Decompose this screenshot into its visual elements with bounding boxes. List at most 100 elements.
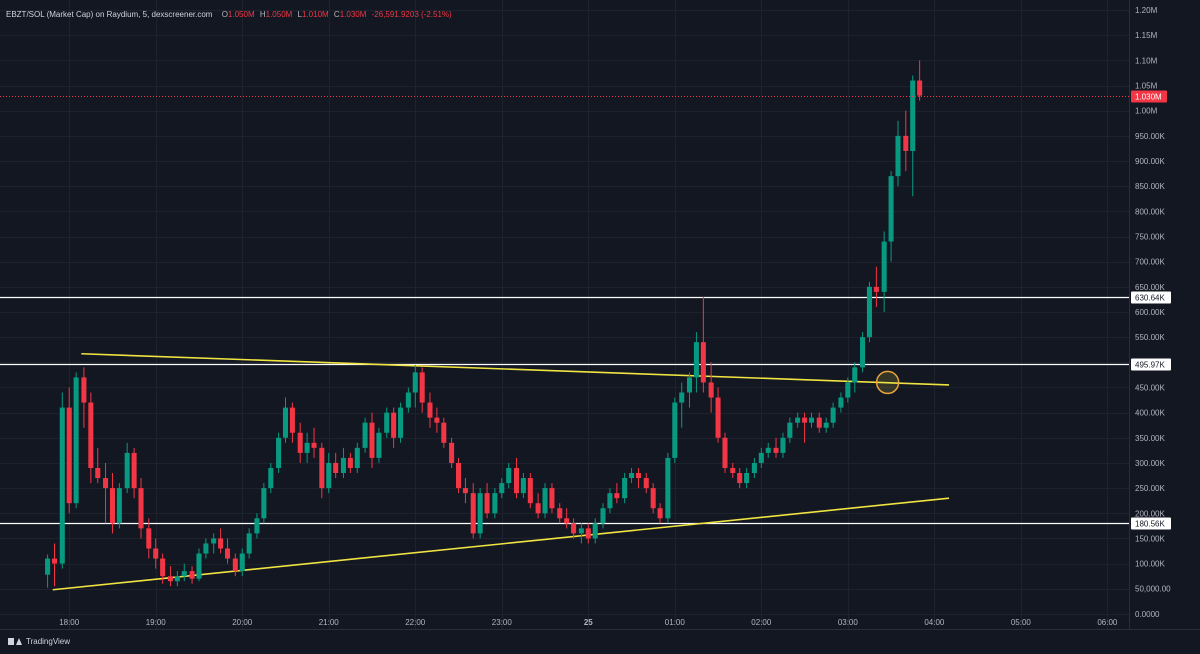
candle-up xyxy=(506,462,512,489)
candle-up xyxy=(888,171,894,262)
price-tick-label: 300.00K xyxy=(1135,459,1165,468)
candle-body xyxy=(391,412,397,438)
horizontal-levels[interactable] xyxy=(0,296,1129,525)
trendlines[interactable] xyxy=(52,352,950,591)
price-tick-label: 950.00K xyxy=(1135,132,1165,141)
candle-body xyxy=(751,462,757,474)
trendline[interactable] xyxy=(81,352,950,386)
candle-body xyxy=(153,548,159,559)
candle-body xyxy=(282,407,289,438)
candle-body xyxy=(672,402,678,458)
candle-down xyxy=(802,412,808,443)
candle-up xyxy=(45,554,51,588)
level-label-background xyxy=(1131,517,1171,530)
candle-body xyxy=(744,473,750,484)
candle-down xyxy=(917,60,923,101)
last-price-label: 1.030M xyxy=(1135,93,1162,102)
candle-body xyxy=(715,397,721,438)
time-axis[interactable]: 18:00 19:00 20:00 21:00 22:00 23:00 25 01:00 02:… xyxy=(59,618,1118,627)
candle-up xyxy=(592,518,598,544)
candle-body xyxy=(693,342,699,378)
candle-up xyxy=(665,452,671,524)
candle-up xyxy=(499,478,505,499)
candle-up xyxy=(362,417,368,453)
candle-up xyxy=(852,362,858,393)
candle-down xyxy=(635,467,641,489)
highlight-circle xyxy=(875,370,900,395)
candle-body xyxy=(542,488,548,514)
time-tick-label: 03:00 xyxy=(838,618,859,627)
candle-up xyxy=(765,442,771,458)
candle-body xyxy=(758,452,764,463)
candle-body xyxy=(167,576,173,582)
candle-down xyxy=(585,523,591,544)
candle-body xyxy=(513,467,520,494)
close-value: 1.030M xyxy=(339,10,367,19)
price-tick-label: 1.05M xyxy=(1135,82,1158,91)
candle-down xyxy=(167,566,173,587)
candle-down xyxy=(319,442,325,499)
time-tick-label: 22:00 xyxy=(405,618,426,627)
candle-body xyxy=(722,437,728,468)
low-value: 1.010M xyxy=(302,10,329,19)
candle-body xyxy=(888,176,894,242)
candle-down xyxy=(146,518,152,559)
candle-body xyxy=(441,422,447,443)
candle-down xyxy=(708,362,714,413)
candle-up xyxy=(477,488,483,539)
candle-body xyxy=(765,447,771,453)
price-tick-label: 700.00K xyxy=(1135,258,1165,267)
candle-down xyxy=(289,402,295,443)
candle-up xyxy=(622,473,628,504)
candle-body xyxy=(470,493,476,534)
candle-body xyxy=(708,382,714,398)
candle-body xyxy=(449,442,455,463)
candle-down xyxy=(347,452,353,474)
level-label-text: 630.64K xyxy=(1135,294,1165,303)
candle-up xyxy=(881,231,887,312)
candle-body xyxy=(405,392,411,408)
candle-up xyxy=(910,75,916,197)
candle-up xyxy=(124,442,130,494)
candle-up xyxy=(830,402,836,428)
candle-down xyxy=(103,462,109,524)
candle-body xyxy=(398,407,404,438)
candle-down xyxy=(737,467,743,489)
candle-up xyxy=(254,513,260,539)
open-label: O xyxy=(221,10,228,19)
candle-down xyxy=(391,407,397,448)
candle-up xyxy=(693,332,699,393)
candle-down xyxy=(66,387,72,514)
tradingview-logo-text: TradingView xyxy=(26,637,71,646)
candle-up xyxy=(795,412,801,428)
candle-body xyxy=(571,523,577,534)
candles xyxy=(45,60,923,588)
time-tick-label: 25 xyxy=(584,618,593,627)
candle-up xyxy=(679,382,685,428)
change-value: -26,591.9203 (-2.51%) xyxy=(371,10,452,19)
tradingview-logo[interactable]: TradingView xyxy=(8,637,70,646)
candle-body xyxy=(254,518,260,534)
candle-body xyxy=(384,412,390,433)
candle-body xyxy=(629,473,635,479)
candle-up xyxy=(520,473,526,499)
candle-body xyxy=(679,392,685,403)
candle-down xyxy=(903,110,909,172)
trendline[interactable] xyxy=(52,497,950,591)
time-tick-label: 05:00 xyxy=(1011,618,1032,627)
candle-up xyxy=(751,457,757,479)
candle-up xyxy=(758,447,764,468)
candle-up xyxy=(181,563,187,582)
candle-down xyxy=(427,392,433,428)
level-label-background xyxy=(1131,291,1171,304)
candle-down xyxy=(722,432,728,474)
price-tick-label: 1.10M xyxy=(1135,56,1158,65)
candle-body xyxy=(860,337,866,368)
candle-down xyxy=(557,503,563,524)
candle-body xyxy=(462,488,468,494)
candle-up xyxy=(340,447,346,479)
candle-up xyxy=(578,523,584,544)
candle-body xyxy=(297,432,303,453)
